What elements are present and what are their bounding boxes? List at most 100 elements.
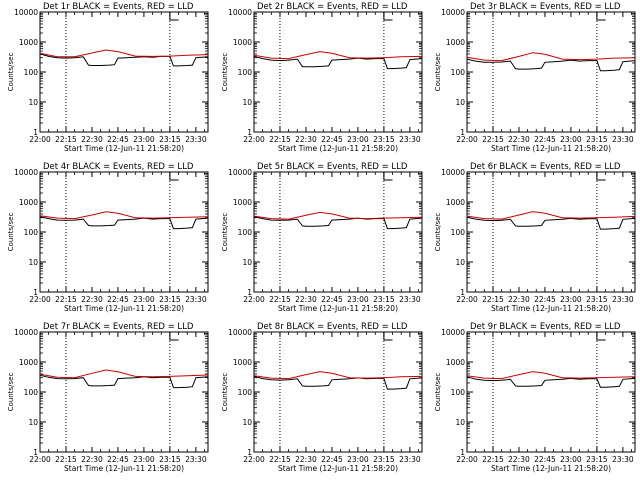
x-tick-label: 22:30 bbox=[295, 455, 317, 464]
y-axis-label: Counts/sec bbox=[221, 213, 229, 252]
y-tick-label: 1 bbox=[247, 128, 252, 137]
chart-title: Det 1r BLACK = Events, RED = LLD bbox=[43, 2, 194, 12]
x-tick-label: 22:15 bbox=[269, 295, 291, 304]
y-tick-label: 1000 bbox=[19, 358, 38, 367]
x-tick-label: 23:30 bbox=[185, 455, 207, 464]
y-tick-label: 1000 bbox=[446, 198, 465, 207]
chart-panel-2: Det 2r BLACK = Events, RED = LLD 1 10 100 10… bbox=[221, 2, 423, 153]
x-tick-label: 23:00 bbox=[133, 295, 155, 304]
interval-bracket bbox=[383, 332, 393, 341]
events-series-line bbox=[39, 53, 209, 67]
y-tick-label: 10 bbox=[455, 98, 465, 107]
events-series-line bbox=[39, 216, 209, 230]
chart-panel-7: Det 7r BLACK = Events, RED = LLD 1 10 100 10… bbox=[7, 322, 209, 473]
x-tick-label: 22:15 bbox=[269, 455, 291, 464]
x-tick-label: 23:00 bbox=[347, 455, 369, 464]
y-tick-label: 10000 bbox=[441, 8, 465, 17]
interval-bracket bbox=[596, 172, 606, 181]
plot-frame bbox=[253, 11, 423, 133]
x-tick-label: 23:00 bbox=[560, 135, 582, 144]
lld-series-line bbox=[466, 371, 636, 380]
x-tick-label: 23:15 bbox=[586, 295, 608, 304]
x-tick-label: 22:15 bbox=[55, 135, 77, 144]
y-tick-label: 100 bbox=[238, 68, 253, 77]
x-tick-label: 22:30 bbox=[508, 135, 530, 144]
x-tick-label: 22:15 bbox=[482, 295, 504, 304]
x-tick-label: 23:15 bbox=[586, 135, 608, 144]
plot-frame bbox=[466, 171, 636, 293]
y-tick-label: 100 bbox=[238, 388, 253, 397]
interval-bracket bbox=[383, 12, 393, 21]
x-tick-label: 22:30 bbox=[81, 135, 103, 144]
y-tick-label: 1 bbox=[33, 448, 38, 457]
x-tick-label: 23:15 bbox=[373, 295, 395, 304]
y-tick-label: 10 bbox=[455, 258, 465, 267]
x-tick-label: 23:00 bbox=[347, 295, 369, 304]
x-axis-label: Start Time (12-Jun-11 21:58:20) bbox=[491, 464, 611, 473]
chart-panel-1: Det 1r BLACK = Events, RED = LLD 1 10 100 10… bbox=[7, 2, 209, 153]
y-tick-label: 10000 bbox=[228, 328, 252, 337]
x-tick-label: 22:15 bbox=[482, 455, 504, 464]
x-axis-label: Start Time (12-Jun-11 21:58:20) bbox=[64, 144, 184, 153]
y-axis-label: Counts/sec bbox=[434, 53, 442, 92]
y-tick-label: 1000 bbox=[233, 38, 252, 47]
y-axis-label: Counts/sec bbox=[221, 373, 229, 412]
events-series-line bbox=[39, 374, 209, 389]
x-axis-label: Start Time (12-Jun-11 21:58:20) bbox=[278, 144, 398, 153]
x-tick-label: 23:00 bbox=[347, 135, 369, 144]
events-series-line bbox=[253, 375, 423, 390]
x-tick-label: 23:30 bbox=[399, 295, 421, 304]
x-tick-label: 23:00 bbox=[133, 455, 155, 464]
y-tick-label: 1000 bbox=[19, 38, 38, 47]
y-tick-label: 10 bbox=[28, 98, 38, 107]
events-series-line bbox=[253, 55, 423, 70]
x-tick-label: 23:15 bbox=[586, 455, 608, 464]
y-tick-label: 10 bbox=[455, 418, 465, 427]
x-tick-label: 22:00 bbox=[456, 295, 478, 304]
y-tick-label: 1 bbox=[33, 288, 38, 297]
x-tick-label: 23:30 bbox=[612, 455, 634, 464]
lld-series-line bbox=[253, 371, 423, 380]
x-tick-label: 23:30 bbox=[612, 295, 634, 304]
lld-series-line bbox=[466, 52, 636, 62]
y-tick-label: 100 bbox=[451, 68, 466, 77]
y-tick-label: 10000 bbox=[441, 168, 465, 177]
x-tick-label: 22:30 bbox=[295, 135, 317, 144]
events-series-line bbox=[253, 216, 423, 230]
chart-panel-9: Det 9r BLACK = Events, RED = LLD 1 10 100 10… bbox=[434, 322, 636, 473]
x-axis-label: Start Time (12-Jun-11 21:58:20) bbox=[64, 304, 184, 313]
chart-title: Det 8r BLACK = Events, RED = LLD bbox=[257, 322, 408, 332]
y-tick-label: 10000 bbox=[228, 168, 252, 177]
y-tick-label: 1000 bbox=[233, 358, 252, 367]
x-tick-label: 23:15 bbox=[159, 455, 181, 464]
x-tick-label: 23:30 bbox=[399, 455, 421, 464]
x-tick-label: 23:30 bbox=[399, 135, 421, 144]
chart-title: Det 6r BLACK = Events, RED = LLD bbox=[470, 162, 621, 172]
x-tick-label: 22:00 bbox=[243, 455, 265, 464]
x-tick-label: 22:30 bbox=[81, 455, 103, 464]
x-tick-label: 22:00 bbox=[456, 135, 478, 144]
chart-title: Det 2r BLACK = Events, RED = LLD bbox=[257, 2, 408, 12]
y-tick-label: 10 bbox=[28, 258, 38, 267]
y-tick-label: 100 bbox=[451, 228, 466, 237]
x-tick-label: 23:15 bbox=[159, 135, 181, 144]
plot-frame bbox=[39, 171, 209, 293]
x-tick-label: 22:45 bbox=[107, 135, 129, 144]
y-tick-label: 10 bbox=[242, 98, 252, 107]
chart-panel-5: Det 5r BLACK = Events, RED = LLD 1 10 100 10… bbox=[221, 162, 423, 313]
y-tick-label: 1000 bbox=[233, 198, 252, 207]
y-tick-label: 1 bbox=[247, 448, 252, 457]
y-tick-label: 100 bbox=[24, 388, 39, 397]
y-axis-label: Counts/sec bbox=[434, 373, 442, 412]
y-tick-label: 10000 bbox=[14, 168, 38, 177]
x-tick-label: 22:00 bbox=[29, 135, 51, 144]
y-tick-label: 10 bbox=[242, 258, 252, 267]
chart-title: Det 7r BLACK = Events, RED = LLD bbox=[43, 322, 194, 332]
x-axis-label: Start Time (12-Jun-11 21:58:20) bbox=[491, 144, 611, 153]
x-tick-label: 23:15 bbox=[159, 295, 181, 304]
y-tick-label: 10000 bbox=[441, 328, 465, 337]
y-tick-label: 1 bbox=[460, 128, 465, 137]
x-tick-label: 22:00 bbox=[29, 295, 51, 304]
y-tick-label: 100 bbox=[451, 388, 466, 397]
x-tick-label: 23:30 bbox=[612, 135, 634, 144]
